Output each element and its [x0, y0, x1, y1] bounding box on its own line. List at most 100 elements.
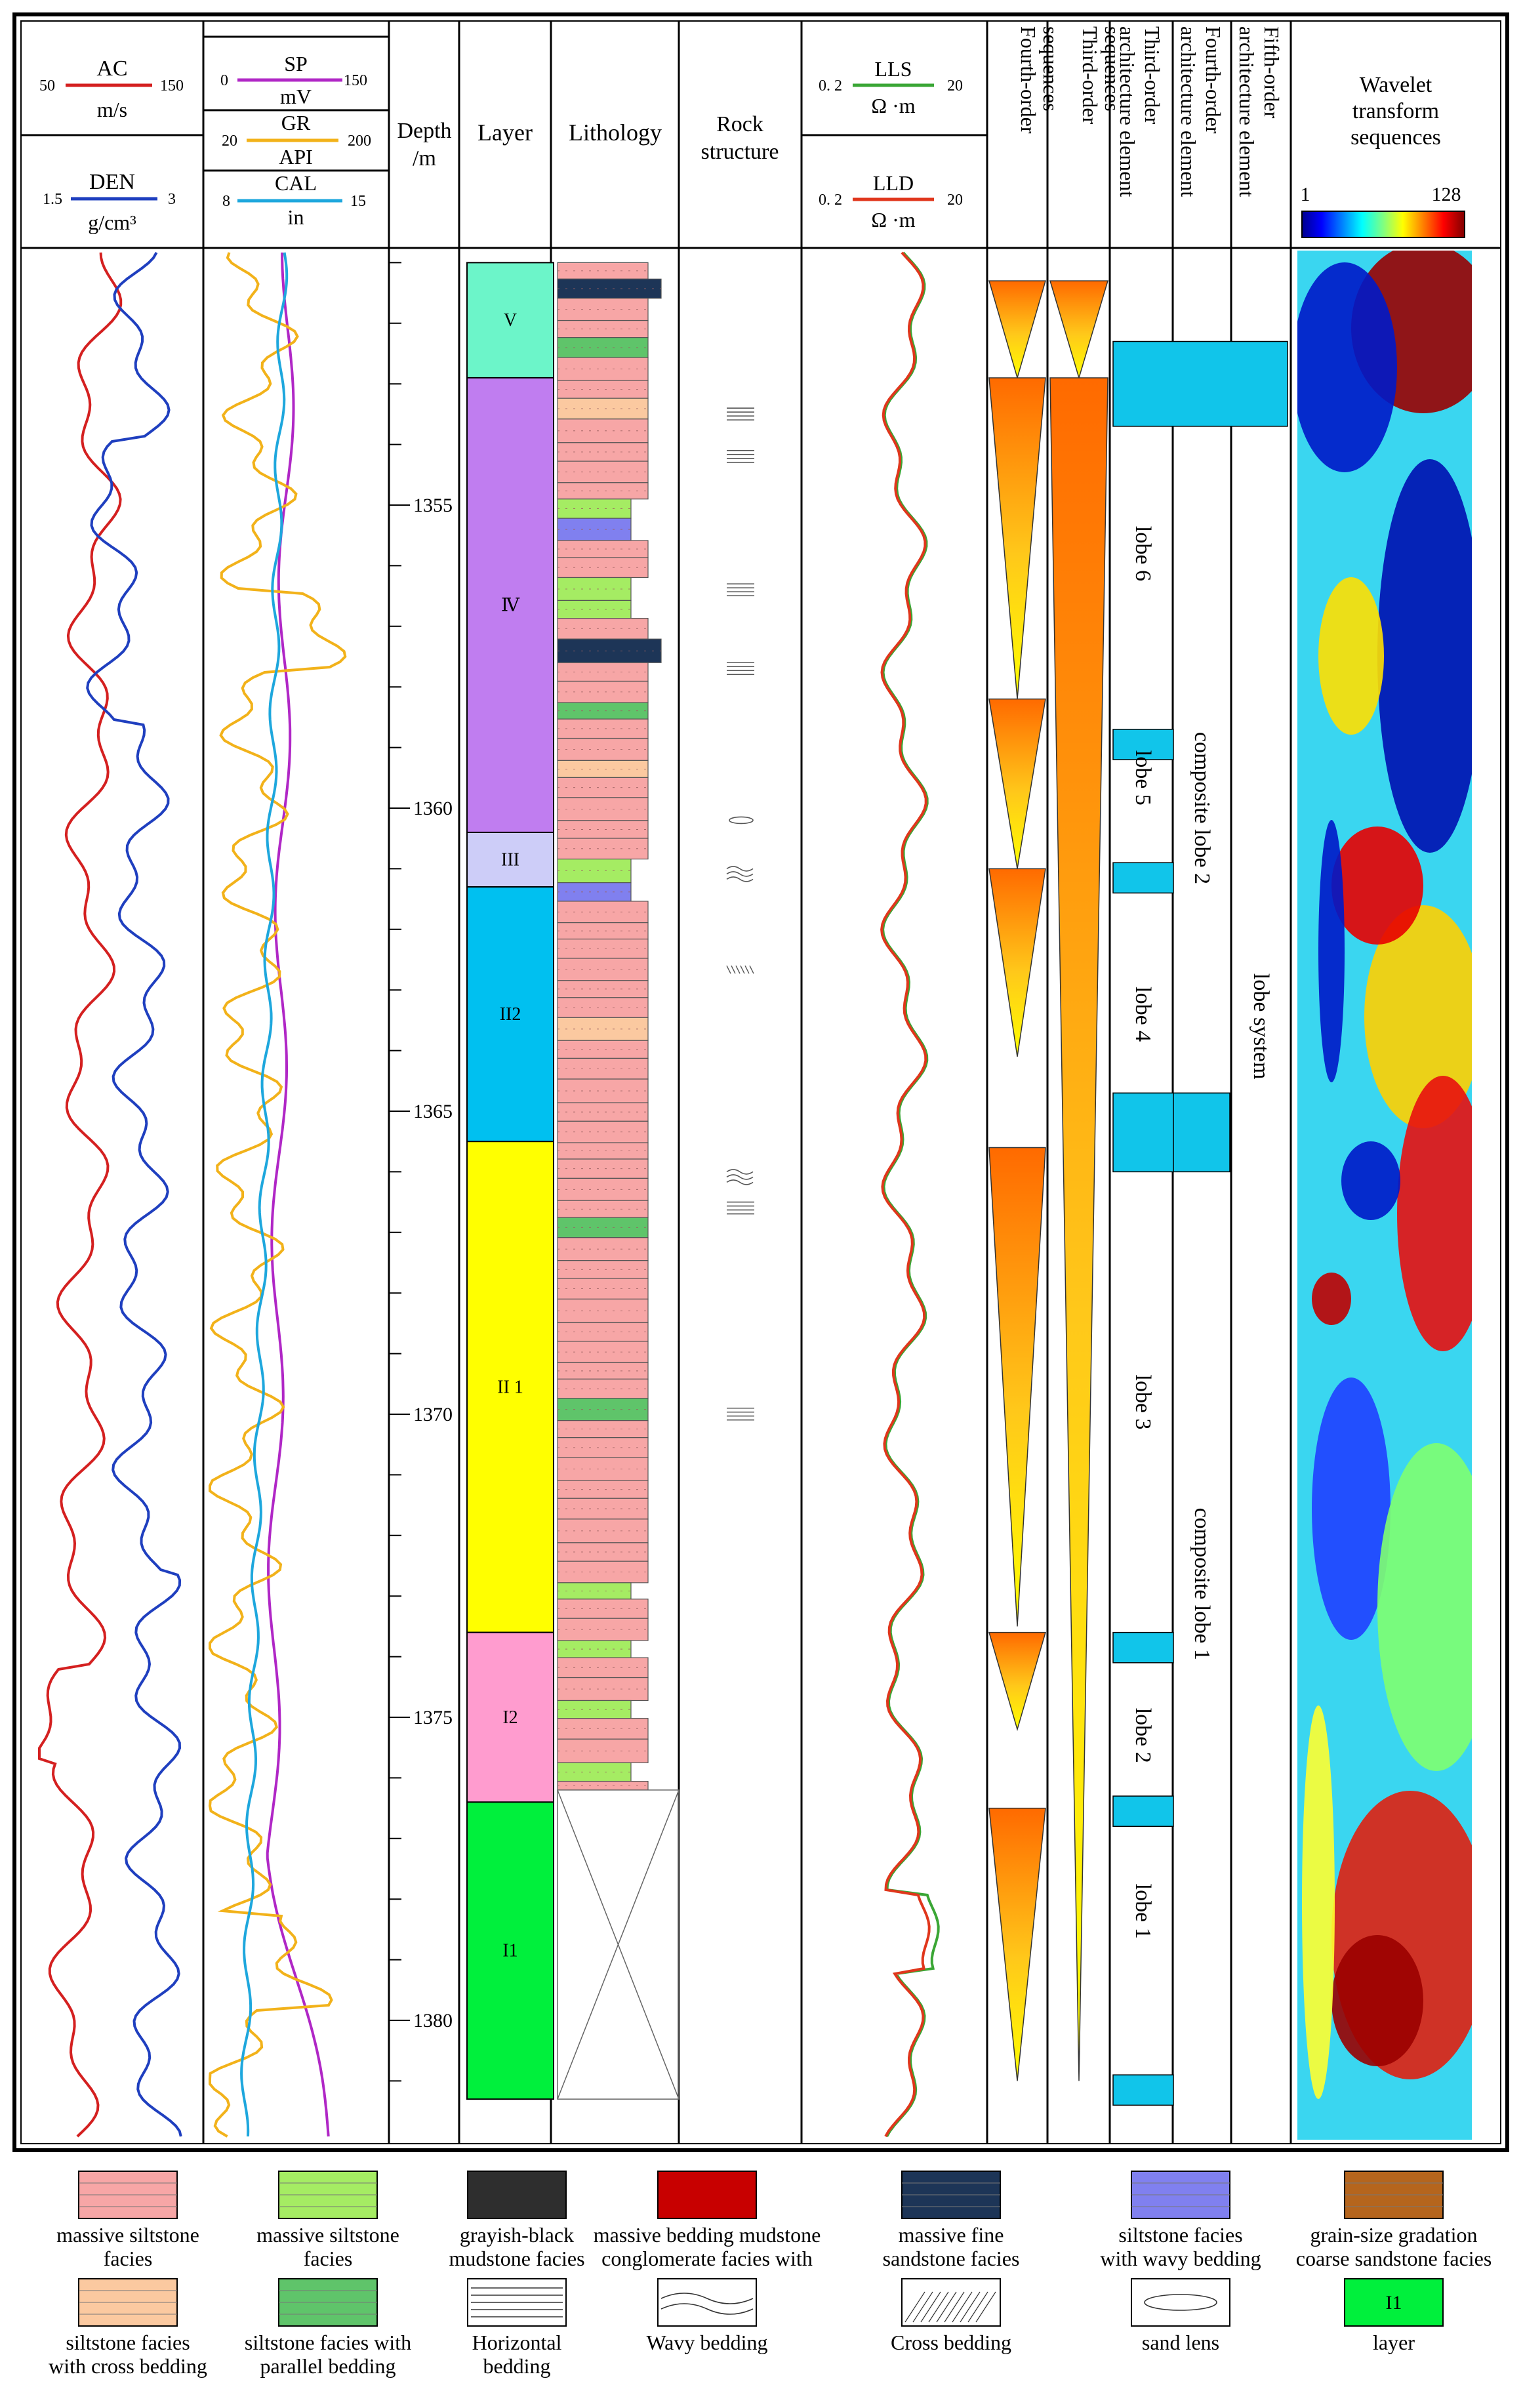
wavy-bedding-symbol — [726, 1174, 754, 1180]
lithology-bed — [557, 518, 632, 541]
sp-label: SP — [284, 52, 308, 75]
cross-bedding-symbol — [726, 965, 731, 974]
lithology-bed — [557, 1322, 649, 1342]
lithology-bed — [557, 680, 649, 703]
lithology-bed — [557, 1217, 649, 1238]
lithology-bed — [557, 1278, 649, 1300]
layer-label: V — [504, 310, 517, 331]
ac-unit: m/s — [97, 98, 127, 121]
layer-label: II 1 — [497, 1377, 523, 1397]
cross-bedding-symbol — [744, 965, 750, 974]
wavelet-blob — [1377, 1443, 1472, 1771]
lls-label: LLS — [875, 57, 912, 81]
gr-max: 200 — [348, 133, 371, 150]
third-order-boundary — [1112, 2074, 1174, 2106]
legend-label-line1: massive fine — [899, 2223, 1004, 2247]
lithology-bed — [557, 922, 649, 940]
lithology-bed — [557, 1738, 649, 1763]
lls-curve — [882, 251, 940, 2137]
legend-swatch-line — [912, 2291, 933, 2323]
layer-band — [466, 1141, 554, 1633]
third-order-lobe-label: lobe 1 — [1131, 1884, 1155, 1939]
wavelet-colorbar — [1301, 211, 1465, 238]
lld-min: 0. 2 — [819, 192, 842, 209]
legend-swatch — [467, 2171, 567, 2219]
lithology-bed — [557, 1542, 649, 1562]
legend-swatch — [1344, 2278, 1444, 2327]
gr-unit: API — [279, 145, 313, 169]
legend-label-line1: siltstone facies — [1118, 2223, 1242, 2247]
third-order-boundary — [1112, 1795, 1174, 1827]
log-curves — [38, 251, 940, 2138]
legend-swatch-line — [660, 2293, 754, 2304]
legend-swatch-line — [904, 2291, 925, 2323]
third-order-sequence-triangle — [1049, 280, 1109, 380]
lls-min: 0. 2 — [819, 77, 842, 94]
rock-structure-line2: structure — [701, 140, 779, 164]
lithology-bed — [557, 797, 649, 821]
gr-curve — [208, 252, 347, 2138]
legend-label-line1: layer — [1373, 2331, 1415, 2354]
lithology-bed — [557, 1142, 649, 1160]
third-arch-line2: architecture element — [1116, 26, 1139, 197]
cross-bedding-symbol — [735, 965, 741, 974]
layer-band — [466, 886, 554, 1143]
third-arch-line1: Third-order — [1141, 26, 1164, 125]
den-unit: g/cm³ — [88, 211, 136, 234]
sp-unit: mV — [280, 85, 312, 108]
layer-label: II2 — [500, 1004, 521, 1025]
lithology-bed — [557, 1420, 649, 1439]
depth-label: Depth — [397, 119, 451, 143]
fourth-order-label-text: composite lobe 1 — [1190, 1508, 1214, 1660]
fourth-arch-line2: architecture element — [1177, 26, 1200, 197]
fourth-order-label-text: composite lobe 2 — [1190, 732, 1214, 884]
fifth-arch-line1: Fifth-order — [1260, 26, 1284, 119]
third-order-lobe-label-text: lobe 2 — [1131, 1708, 1155, 1763]
rock-structure-track — [726, 407, 754, 1421]
lithology-track — [557, 262, 680, 2100]
lithology-bed — [557, 1457, 649, 1481]
third-order-lobe-label: lobe 5 — [1131, 750, 1155, 806]
legend-label-line1: grayish-black — [460, 2223, 574, 2247]
lithology-bed — [557, 262, 649, 279]
lithology-bed — [557, 577, 632, 602]
header-layer: Layer — [477, 119, 533, 146]
third-order-lobe-label: lobe 3 — [1131, 1374, 1155, 1429]
fourth-seq-line2: sequences — [1039, 26, 1063, 112]
lithology-bed — [557, 618, 649, 640]
third-order-lobe-label-text: lobe 1 — [1131, 1884, 1155, 1939]
legend-label-line1: sand lens — [1142, 2331, 1219, 2354]
lithology-bed — [557, 1237, 649, 1261]
lithology-bed — [557, 1158, 649, 1179]
ac-max: 150 — [160, 77, 184, 94]
lithology-bed — [557, 1057, 649, 1080]
lithology-bed — [557, 1582, 632, 1600]
cross-bedding-symbol — [731, 965, 736, 974]
layer-band — [466, 1801, 554, 2100]
legend-swatch-line — [1144, 2294, 1217, 2311]
third-order-sequence-triangle — [1049, 377, 1108, 2081]
legend-swatch-line — [960, 2291, 981, 2323]
lithology-bed — [557, 442, 649, 462]
lls-unit: Ω ·m — [871, 94, 915, 117]
fourth-order-label: composite lobe 2 — [1190, 732, 1214, 884]
legend-label-line2: sandstone facies — [883, 2247, 1020, 2270]
wavelet-blob — [1331, 1935, 1423, 2066]
lithology-bed — [557, 1362, 649, 1380]
lithology-bed — [557, 1561, 649, 1583]
ac-curve — [38, 252, 123, 2138]
lithology-bed — [557, 702, 649, 720]
fourth-seq-line1: Fourth-order — [1017, 26, 1040, 134]
sp-min: 0 — [220, 72, 228, 89]
layer-label: I2 — [502, 1707, 518, 1728]
header-fifth-order-architecture: Fifth-order architecture element — [1235, 26, 1284, 197]
architecture-tracks: lobe 6 lobe 5 lobe 4 lobe 3 lobe 2 lobe 1 comp… — [1112, 340, 1288, 2106]
wavy-bedding-symbol — [726, 866, 754, 872]
lithology-bed — [557, 337, 649, 358]
cal-label: CAL — [275, 171, 317, 195]
